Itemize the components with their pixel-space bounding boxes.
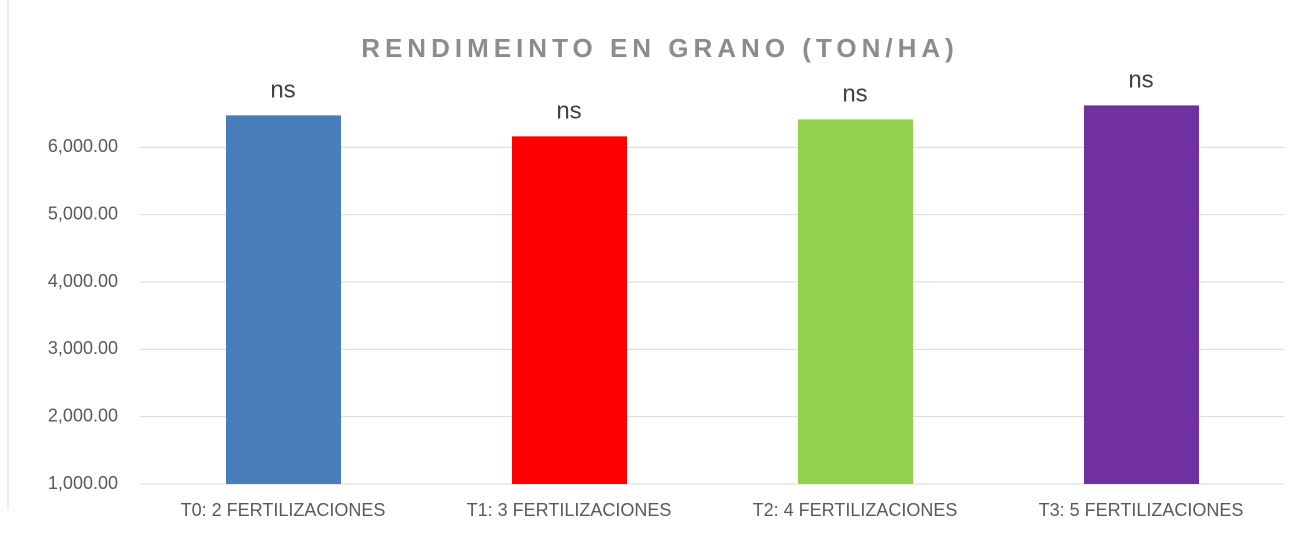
bar — [512, 136, 627, 484]
y-tick-label: 2,000.00 — [48, 405, 118, 425]
x-tick-label: T2: 4 FERTILIZACIONES — [753, 500, 958, 520]
annotation: ns — [842, 81, 867, 108]
annotation: ns — [556, 98, 581, 125]
bar — [1084, 105, 1199, 484]
y-tick-label: 1,000.00 — [48, 473, 118, 493]
x-tick-label: T1: 3 FERTILIZACIONES — [467, 500, 672, 520]
bar — [798, 119, 913, 484]
y-tick-label: 3,000.00 — [48, 338, 118, 358]
chart-title: RENDIMEINTO EN GRANO (TON/HA) — [361, 33, 959, 63]
y-tick-label: 6,000.00 — [48, 136, 118, 156]
annotation: ns — [1128, 67, 1153, 94]
annotation: ns — [270, 77, 295, 104]
x-tick-label: T0: 2 FERTILIZACIONES — [181, 500, 386, 520]
y-tick-label: 5,000.00 — [48, 203, 118, 223]
bar — [226, 115, 341, 484]
y-tick-label: 4,000.00 — [48, 271, 118, 291]
x-tick-label: T3: 5 FERTILIZACIONES — [1039, 500, 1244, 520]
